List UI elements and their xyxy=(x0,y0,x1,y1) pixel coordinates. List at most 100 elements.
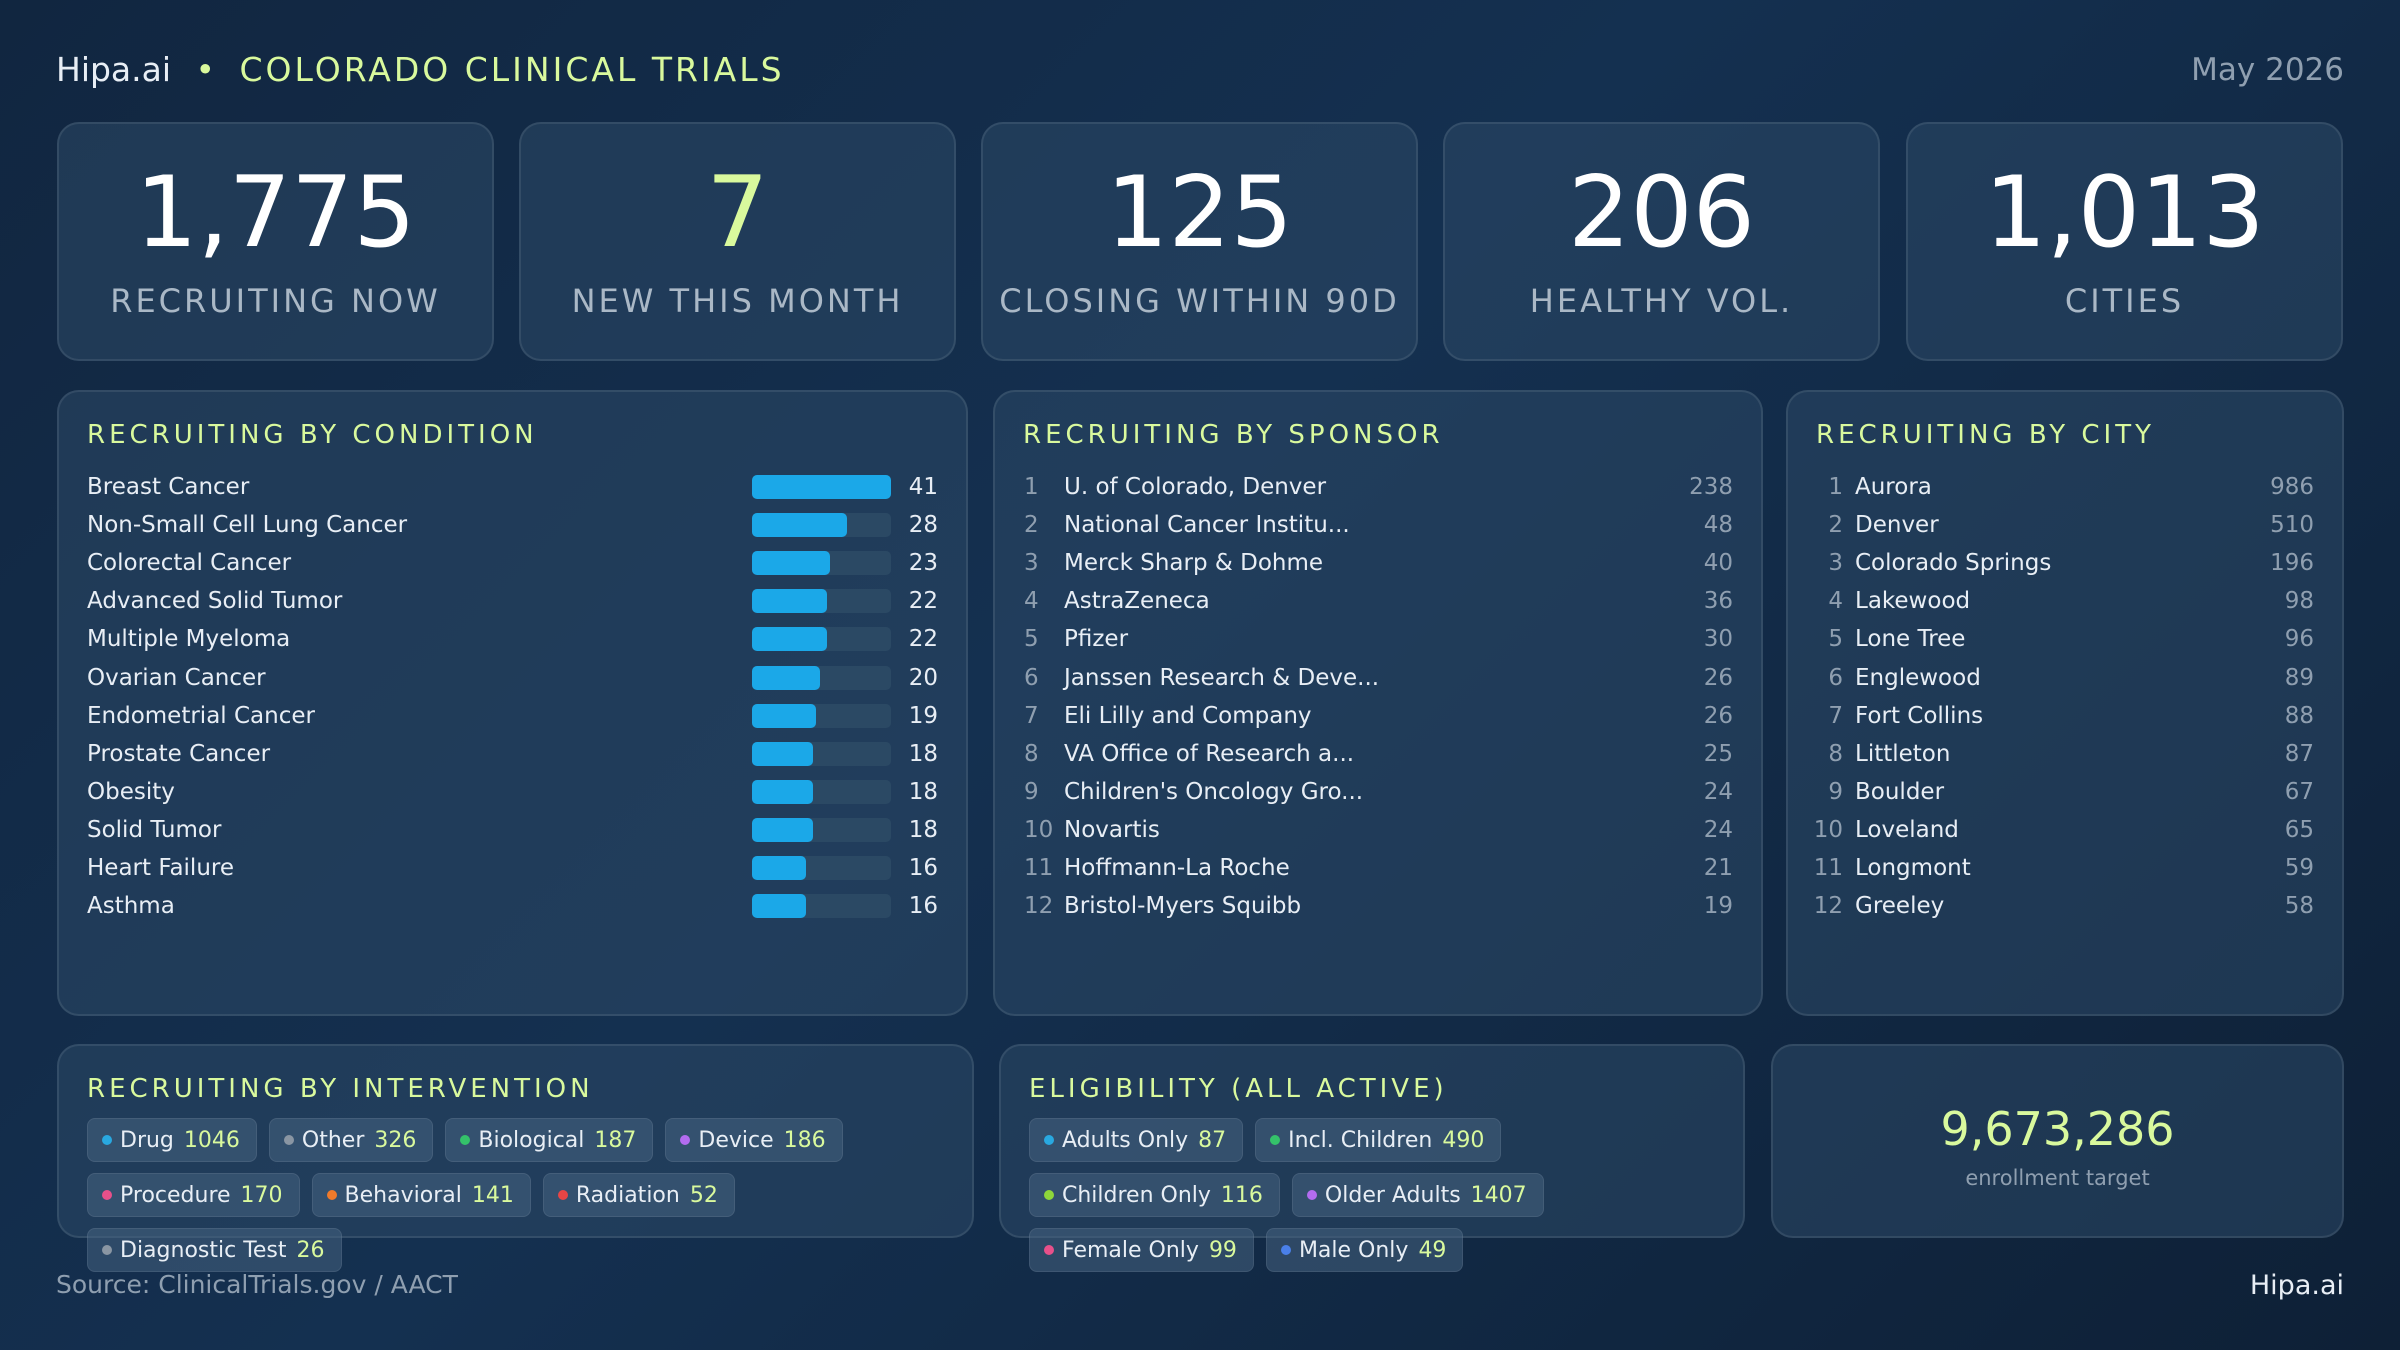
bar xyxy=(752,627,827,652)
chip-label: Other xyxy=(301,1127,365,1153)
panel-title: RECRUITING BY CITY xyxy=(1816,420,2155,450)
chip: Diagnostic Test 26 xyxy=(87,1228,342,1272)
kpi-value: 1,013 xyxy=(1984,156,2265,270)
chip-dot xyxy=(680,1135,691,1145)
chip-label: Device xyxy=(698,1127,774,1153)
condition-value: 20 xyxy=(908,664,938,691)
rank: 9 xyxy=(1024,778,1039,805)
bar xyxy=(752,779,814,804)
kpi-card: 206 HEALTHY VOL. xyxy=(1443,122,1880,361)
chip-label: Adults Only xyxy=(1062,1127,1189,1153)
chip-list: Adults Only 87 Incl. Children 490 Children O… xyxy=(1029,1118,1723,1272)
chip-dot xyxy=(102,1245,112,1255)
panel-title: ELIGIBILITY (ALL ACTIVE) xyxy=(1029,1074,1448,1104)
chip: Other 326 xyxy=(268,1118,434,1162)
rank: 1 xyxy=(1828,474,1843,500)
item-value: 26 xyxy=(1703,664,1733,691)
chip-count: 170 xyxy=(240,1182,283,1208)
condition-value: 18 xyxy=(908,816,938,843)
chip-dot xyxy=(1306,1190,1317,1200)
enrollment-label: enrollment target xyxy=(1965,1166,2150,1190)
condition-name: Prostate Cancer xyxy=(87,740,271,767)
bar xyxy=(752,703,817,728)
enrollment-value: 9,673,286 xyxy=(1940,1102,2175,1156)
condition-name: Breast Cancer xyxy=(87,474,250,500)
item-value: 96 xyxy=(2284,626,2314,653)
footer-brand: Hipa.ai xyxy=(2249,1270,2344,1301)
chip-count: 326 xyxy=(374,1127,417,1153)
panel-title: RECRUITING BY SPONSOR xyxy=(1023,420,1444,450)
chip-dot xyxy=(102,1190,112,1200)
rank: 9 xyxy=(1828,778,1843,805)
bar xyxy=(752,665,820,690)
chip-count: 141 xyxy=(471,1182,514,1208)
condition-name: Ovarian Cancer xyxy=(87,664,266,691)
item-name: Lakewood xyxy=(1855,588,1971,615)
item-name: Greeley xyxy=(1855,893,1945,920)
chip-count: 490 xyxy=(1442,1127,1485,1153)
chip-list: Drug 1046 Other 326 Biological 187 Device 186 Pr… xyxy=(87,1118,952,1272)
header: Hipa.ai • COLORADO CLINICAL TRIALS xyxy=(56,50,785,89)
kpi-label: NEW THIS MONTH xyxy=(571,282,904,320)
panel-title: RECRUITING BY INTERVENTION xyxy=(87,1074,594,1104)
rank: 12 xyxy=(1813,893,1843,920)
rank: 7 xyxy=(1828,702,1843,729)
rank: 11 xyxy=(1024,855,1054,881)
rank: 8 xyxy=(1828,740,1843,767)
chip: Procedure 170 xyxy=(87,1173,300,1217)
item-name: AstraZeneca xyxy=(1064,588,1210,615)
chip: Biological 187 xyxy=(445,1118,654,1162)
rank: 6 xyxy=(1024,664,1039,691)
rank: 10 xyxy=(1813,816,1843,843)
item-name: Fort Collins xyxy=(1855,702,1984,729)
dashboard-title: COLORADO CLINICAL TRIALS xyxy=(239,50,785,89)
chip: Male Only 49 xyxy=(1265,1228,1464,1272)
bar xyxy=(752,475,891,499)
chip-dot xyxy=(460,1135,471,1145)
condition-name: Obesity xyxy=(87,778,175,805)
brand: Hipa.ai xyxy=(56,50,172,89)
chip-count: 99 xyxy=(1208,1237,1237,1263)
item-value: 30 xyxy=(1703,626,1733,653)
rank: 3 xyxy=(1024,550,1039,577)
bar xyxy=(752,741,814,766)
item-value: 59 xyxy=(2284,855,2314,881)
separator: • xyxy=(195,50,216,89)
item-name: National Cancer Institu... xyxy=(1064,512,1350,539)
chip-count: 116 xyxy=(1220,1182,1263,1208)
kpi-label: HEALTHY VOL. xyxy=(1529,282,1794,320)
item-name: Loveland xyxy=(1855,816,1959,843)
rank: 8 xyxy=(1024,740,1039,767)
item-value: 24 xyxy=(1703,778,1733,805)
item-name: Littleton xyxy=(1855,740,1951,767)
condition-value: 22 xyxy=(908,626,938,653)
condition-name: Advanced Solid Tumor xyxy=(87,588,343,615)
condition-name: Asthma xyxy=(87,893,175,920)
chip-dot xyxy=(1044,1245,1054,1255)
kpi-value: 7 xyxy=(706,156,769,270)
kpi-card: 1,013 CITIES xyxy=(1906,122,2343,361)
enrollment-panel: 9,673,286 enrollment target xyxy=(1771,1044,2344,1238)
item-name: Eli Lilly and Company xyxy=(1064,702,1312,729)
chip-dot xyxy=(326,1190,337,1200)
item-name: Lone Tree xyxy=(1855,626,1966,653)
condition-name: Heart Failure xyxy=(87,855,234,881)
kpi-card: 7 NEW THIS MONTH xyxy=(519,122,956,361)
condition-name: Solid Tumor xyxy=(87,816,222,843)
chip-label: Female Only xyxy=(1062,1237,1199,1263)
bar xyxy=(752,894,807,919)
condition-name: Multiple Myeloma xyxy=(87,626,291,653)
chip-label: Behavioral xyxy=(344,1182,462,1208)
chip-label: Procedure xyxy=(120,1182,231,1208)
chip-count: 87 xyxy=(1198,1127,1227,1153)
item-value: 65 xyxy=(2284,816,2314,843)
item-name: Novartis xyxy=(1064,816,1160,843)
kpi-value: 125 xyxy=(1105,156,1294,270)
item-value: 48 xyxy=(1703,512,1733,539)
chip-label: Children Only xyxy=(1062,1182,1211,1208)
bar xyxy=(752,856,807,880)
chip: Behavioral 141 xyxy=(311,1173,531,1217)
item-name: Englewood xyxy=(1855,664,1981,691)
item-value: 19 xyxy=(1703,893,1733,920)
city-panel: RECRUITING BY CITY 1 Aurora 986 2 Denver 510 3… xyxy=(1786,390,2344,1016)
